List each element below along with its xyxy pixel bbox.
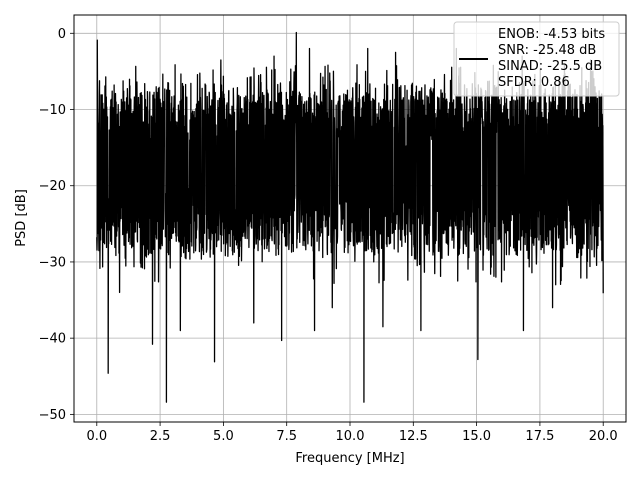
y-tick-label: −20 [39,179,66,194]
x-tick-label: 12.5 [399,429,428,444]
x-tick-label: 17.5 [525,429,554,444]
x-tick-label: 15.0 [462,429,491,444]
y-tick-label: −30 [39,255,66,270]
legend: ENOB: -4.53 bits SNR: -25.48 dB SINAD: -… [453,21,620,97]
legend-entry-sinad: SINAD: -25.5 dB [498,59,602,74]
legend-entry-sfdr: SFDR: 0.86 [498,75,570,90]
psd-series [96,31,604,403]
legend-entry-snr: SNR: -25.48 dB [498,43,596,58]
y-tick-label: −10 [39,103,66,118]
legend-box [453,21,620,97]
x-tick-label: 5.0 [213,429,234,444]
legend-entry-enob: ENOB: -4.53 bits [498,27,605,42]
x-tick-label: 10.0 [336,429,365,444]
x-tick-label: 0.0 [86,429,107,444]
psd-trace [96,31,604,403]
y-tick-label: 0 [58,27,66,42]
y-axis-label: PSD [dB] [14,189,29,247]
x-tick-label: 2.5 [150,429,171,444]
x-axis: 0.0 2.5 5.0 7.5 10.0 12.5 15.0 17.5 20.0 [86,422,618,444]
y-tick-label: −50 [39,408,66,423]
y-axis: 0 −10 −20 −30 −40 −50 [39,27,74,423]
x-tick-label: 7.5 [276,429,297,444]
y-tick-label: −40 [39,332,66,347]
x-axis-label: Frequency [MHz] [295,451,404,466]
x-tick-label: 20.0 [589,429,618,444]
